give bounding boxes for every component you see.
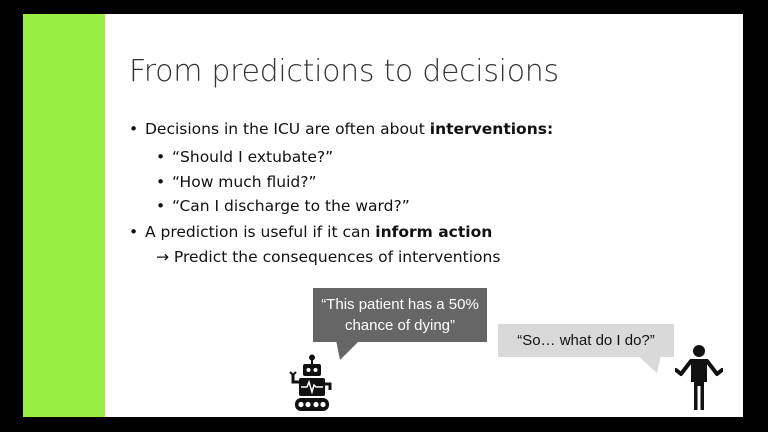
- person-bubble-tail: [637, 355, 661, 373]
- robot-speech-bubble: “This patient has a 50% chance of dying”: [313, 288, 487, 342]
- sub-bullet-2: • “How much fluid?”: [156, 173, 317, 191]
- slide-title: From predictions to decisions: [129, 54, 559, 89]
- sub-bullet-1-text: “Should I extubate?”: [172, 148, 334, 166]
- bullet-1-bold: interventions:: [429, 120, 554, 138]
- bullet-1-text: Decisions in the ICU are often about: [145, 120, 430, 138]
- sub-bullet-3-text: “Can I discharge to the ward?”: [172, 197, 410, 215]
- bullet-1: • Decisions in the ICU are often about in…: [129, 120, 554, 138]
- robot-speech-line-2: chance of dying”: [344, 317, 456, 334]
- person-speech-bubble: “So… what do I do?”: [498, 324, 674, 357]
- robot-speech-line-1: “This patient has a 50%: [321, 296, 479, 313]
- sub-bullet-3: • “Can I discharge to the ward?”: [156, 197, 410, 215]
- arrow-line: → Predict the consequences of interventi…: [156, 248, 501, 266]
- bullet-2-bold: inform action: [375, 223, 493, 241]
- accent-bar: [23, 14, 105, 417]
- sub-bullet-1: • “Should I extubate?”: [156, 148, 334, 166]
- robot-bubble-tail: [336, 340, 360, 360]
- robot-icon: [289, 354, 332, 411]
- person-shrugging-icon: [675, 345, 723, 410]
- slide: From predictions to decisions • Decisions…: [23, 14, 743, 417]
- bullet-2-text: A prediction is useful if it can: [145, 223, 376, 241]
- sub-bullet-2-text: “How much fluid?”: [172, 173, 317, 191]
- bullet-2: • A prediction is useful if it can inform…: [129, 223, 493, 241]
